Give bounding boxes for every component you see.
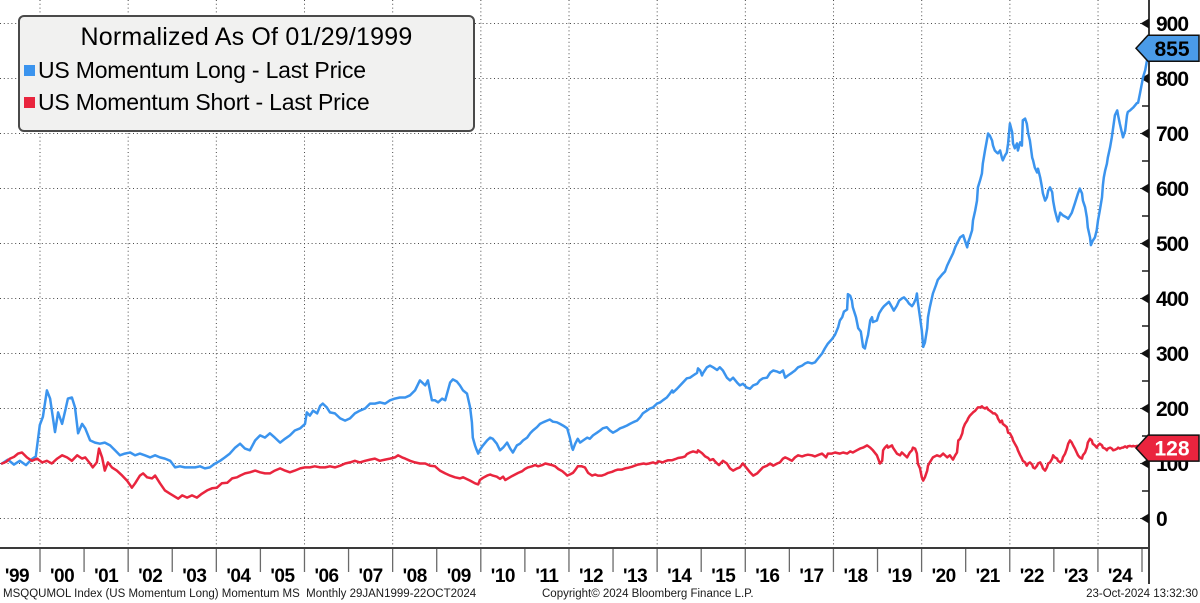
footer-ticker-description: MSQQUMOL Index (US Momentum Long) Moment… [3,588,477,600]
y-axis-tick-label: 600 [1156,178,1188,201]
y-axis-tick-label: 0 [1156,508,1167,531]
y-axis-tick-label: 500 [1156,233,1188,256]
last-price-badge-short: 128 [1134,434,1200,462]
y-major-tick-arrow [1140,458,1149,469]
y-axis-tick-label: 400 [1156,288,1188,311]
y-axis-tick-label: 200 [1156,398,1188,421]
y-major-tick-arrow [1140,513,1149,524]
footer-copyright: Copyright© 2024 Bloomberg Finance L.P. [542,588,754,600]
series-line-momentum-long [0,46,1151,470]
y-axis-tick-label: 700 [1156,123,1188,146]
legend-item-short-label: US Momentum Short - Last Price [38,89,370,115]
legend-item-momentum-long[interactable]: US Momentum Long - Last Price [20,54,473,86]
legend-title: Normalized As Of 01/29/1999 [80,23,413,51]
y-major-tick-arrow [1140,18,1149,29]
badge-value: 128 [1154,438,1189,461]
chart-legend: Normalized As Of 01/29/1999 US Momentum … [18,15,475,132]
y-axis-tick-label: 300 [1156,343,1188,366]
x-axis-ticks [39,549,1143,572]
long-series-square-icon [24,64,35,76]
y-major-tick-arrow [1140,403,1149,414]
badge-shape [1134,434,1200,462]
legend-item-long-label: US Momentum Long - Last Price [38,57,366,83]
y-major-tick-arrow [1140,348,1149,359]
y-major-tick-arrow [1140,73,1149,84]
badge-value: 855 [1154,38,1189,61]
badge-shape [1134,34,1200,62]
last-price-badge-long: 855 [1134,34,1200,62]
y-axis-tick-label: 900 [1156,13,1188,36]
y-major-tick-arrow [1140,293,1149,304]
footer-timestamp: 23-Oct-2024 13:32:30 [1086,588,1198,600]
legend-item-momentum-short[interactable]: US Momentum Short - Last Price [20,86,473,118]
y-major-tick-arrow [1140,128,1149,139]
y-major-tick-arrow [1140,183,1149,194]
gridlines [0,0,1149,548]
footer-bar: MSQQUMOL Index (US Momentum Long) Moment… [0,588,1200,603]
y-axis-tick-label: 800 [1156,68,1188,91]
short-series-square-icon [24,96,35,108]
series-line-momentum-short [0,405,1151,500]
y-major-tick-arrow [1140,238,1149,249]
